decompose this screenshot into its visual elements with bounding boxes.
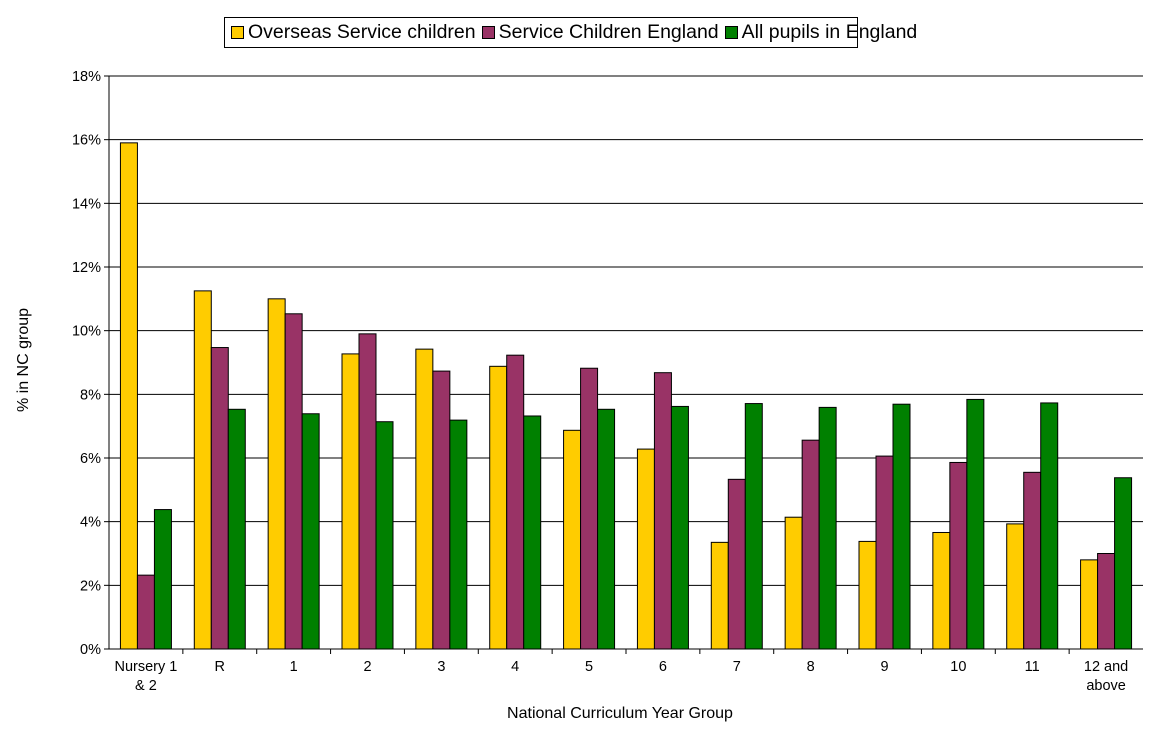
- bar: [449, 419, 468, 650]
- legend-label-all-pupils: All pupils in England: [741, 21, 918, 43]
- x-tick-label: 4: [511, 659, 519, 675]
- legend-swatch-service-england: [481, 26, 495, 39]
- x-tick-label: 2: [363, 659, 371, 675]
- bar: [875, 455, 894, 650]
- y-tick-label: 18%: [72, 69, 101, 85]
- bar: [301, 413, 320, 650]
- bar: [415, 348, 434, 650]
- bar: [597, 408, 616, 650]
- bar: [1040, 402, 1059, 650]
- gridlines: [109, 75, 1143, 586]
- y-tick-label: 12%: [72, 260, 101, 276]
- bar: [506, 354, 525, 650]
- bar: [784, 516, 803, 650]
- bar: [210, 347, 229, 650]
- bar: [284, 313, 303, 650]
- bar: [193, 290, 212, 650]
- x-tick-label: 1: [290, 659, 298, 675]
- axes: [104, 75, 1143, 654]
- bar: [1023, 471, 1042, 650]
- x-tick-labels: Nursery 1 & 2 R 1 2 3 4 5 6 7 8 9 10 11 12 and above: [114, 659, 1128, 694]
- bar: [489, 365, 508, 650]
- bar: [523, 415, 542, 650]
- y-tick-label: 6%: [80, 451, 101, 467]
- x-tick-label: Nursery 1 & 2: [114, 659, 177, 694]
- legend-label-service-england: Service Children England: [498, 21, 719, 43]
- legend-item-overseas: Overseas Service children: [231, 21, 476, 44]
- bar: [744, 403, 763, 650]
- legend-label-overseas: Overseas Service children: [248, 21, 476, 43]
- bar: [227, 408, 246, 650]
- x-tick-label: 9: [880, 659, 888, 675]
- x-tick-label: 5: [585, 659, 593, 675]
- bar: [801, 439, 820, 650]
- y-tick-label: 0%: [80, 642, 101, 658]
- bar: [341, 353, 360, 650]
- bar: [1080, 559, 1099, 650]
- x-tick-label: 8: [807, 659, 815, 675]
- x-tick-label: 3: [437, 659, 445, 675]
- x-tick-label: 12 and above: [1084, 659, 1128, 694]
- y-tick-label: 8%: [80, 387, 101, 403]
- bar: [136, 574, 155, 650]
- bar: [432, 370, 451, 650]
- y-tick-label: 2%: [80, 578, 101, 594]
- bar: [932, 531, 951, 650]
- bar: [580, 367, 599, 650]
- bar: [670, 405, 689, 650]
- legend-swatch-all-pupils: [724, 26, 738, 39]
- legend-swatch-overseas: [231, 26, 244, 39]
- bar: [892, 403, 911, 650]
- bar: [1097, 553, 1116, 650]
- bar: [727, 478, 746, 650]
- bar: [653, 372, 672, 650]
- bar: [818, 406, 837, 650]
- bar: [153, 509, 172, 650]
- bar: [1114, 477, 1133, 650]
- x-tick-label: 7: [733, 659, 741, 675]
- bar: [563, 429, 582, 650]
- bar: [949, 461, 968, 650]
- bar: [119, 142, 138, 650]
- legend-item-service-england: Service Children England: [481, 21, 719, 44]
- y-tick-label: 16%: [72, 133, 101, 149]
- y-tick-label: 4%: [80, 515, 101, 531]
- bar: [1006, 523, 1025, 650]
- bar: [710, 541, 729, 650]
- x-tick-label: R: [215, 659, 225, 675]
- bar: [966, 398, 985, 650]
- x-tick-label: 6: [659, 659, 667, 675]
- bar: [375, 421, 394, 650]
- bar: [858, 540, 877, 650]
- y-axis-label: % in NC group: [15, 307, 32, 413]
- y-tick-label: 14%: [72, 196, 101, 212]
- legend-item-all-pupils: All pupils in England: [724, 21, 918, 44]
- x-axis-label: National Curriculum Year Group: [507, 705, 733, 722]
- x-tick-label: 11: [1025, 659, 1040, 675]
- bar: [636, 448, 655, 650]
- bar: [358, 333, 377, 650]
- y-tick-labels: 0% 2% 4% 6% 8% 10% 12% 14% 16% 18%: [72, 69, 101, 658]
- bars: [119, 142, 1133, 650]
- y-tick-label: 10%: [72, 324, 101, 340]
- legend: Overseas Service children Service Childr…: [224, 17, 917, 48]
- bar: [267, 298, 286, 650]
- x-tick-label: 10: [950, 659, 966, 675]
